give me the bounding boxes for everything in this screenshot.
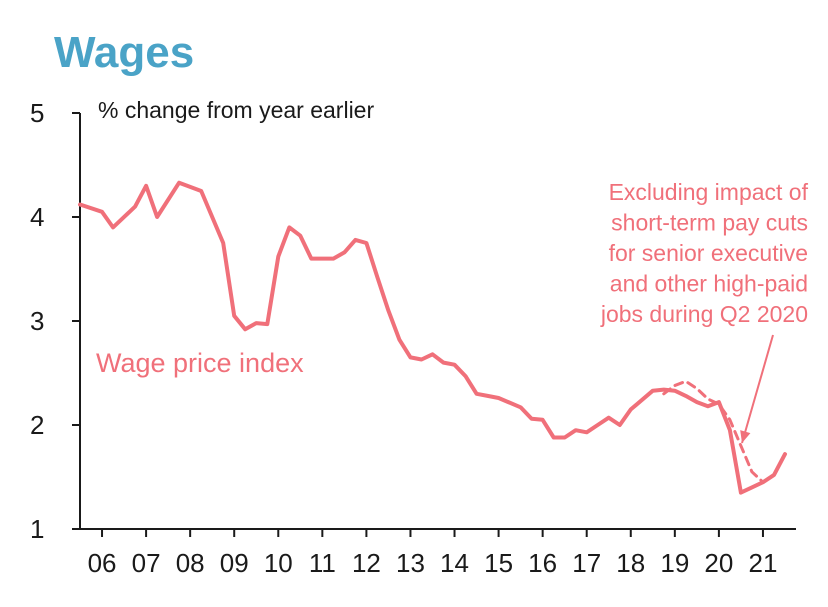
x-tick-label: 11 [309,548,336,578]
x-tick-label: 09 [220,548,249,578]
y-tick-label: 1 [30,514,44,544]
y-tick-label: 4 [30,202,44,232]
x-tick-label: 10 [264,548,293,578]
x-tick-label: 20 [704,548,733,578]
annotation-line: short-term pay cuts [611,210,808,236]
series-lines [78,180,787,495]
annotation-line: Excluding impact of [609,179,809,205]
x-tick-label: 06 [88,548,117,578]
y-tick-label: 3 [30,306,44,336]
chart-title: Wages [54,28,195,77]
x-tick-label: 19 [660,548,689,578]
wage-price-index-line [78,180,787,495]
x-tick-label: 07 [132,548,161,578]
y-axis-unit-label: % change from year earlier [98,97,374,123]
x-tick-label: 08 [176,548,205,578]
x-tick-label: 21 [748,548,777,578]
x-tick-label: 13 [396,548,425,578]
annotation-line: and other high-paid [610,271,808,297]
y-tick-label: 5 [30,98,44,128]
annotation-line: jobs during Q2 2020 [600,301,808,327]
chart-labels: Wage price index Excluding impact of short… [96,179,809,444]
x-tick-label: 12 [352,548,381,578]
annotation-arrow-shaft [741,334,774,444]
y-tick-label: 2 [30,410,44,440]
x-tick-label: 15 [484,548,513,578]
series-label-wage-price-index: Wage price index [96,348,304,378]
x-tick-label: 14 [440,548,469,578]
annotation-arrow-head [740,430,751,443]
x-tick-label: 17 [572,548,601,578]
x-tick-label: 16 [528,548,557,578]
x-tick-label: 18 [616,548,645,578]
excluding-pay-cuts-line [662,379,787,484]
annotation-line: for senior executive [609,240,808,266]
